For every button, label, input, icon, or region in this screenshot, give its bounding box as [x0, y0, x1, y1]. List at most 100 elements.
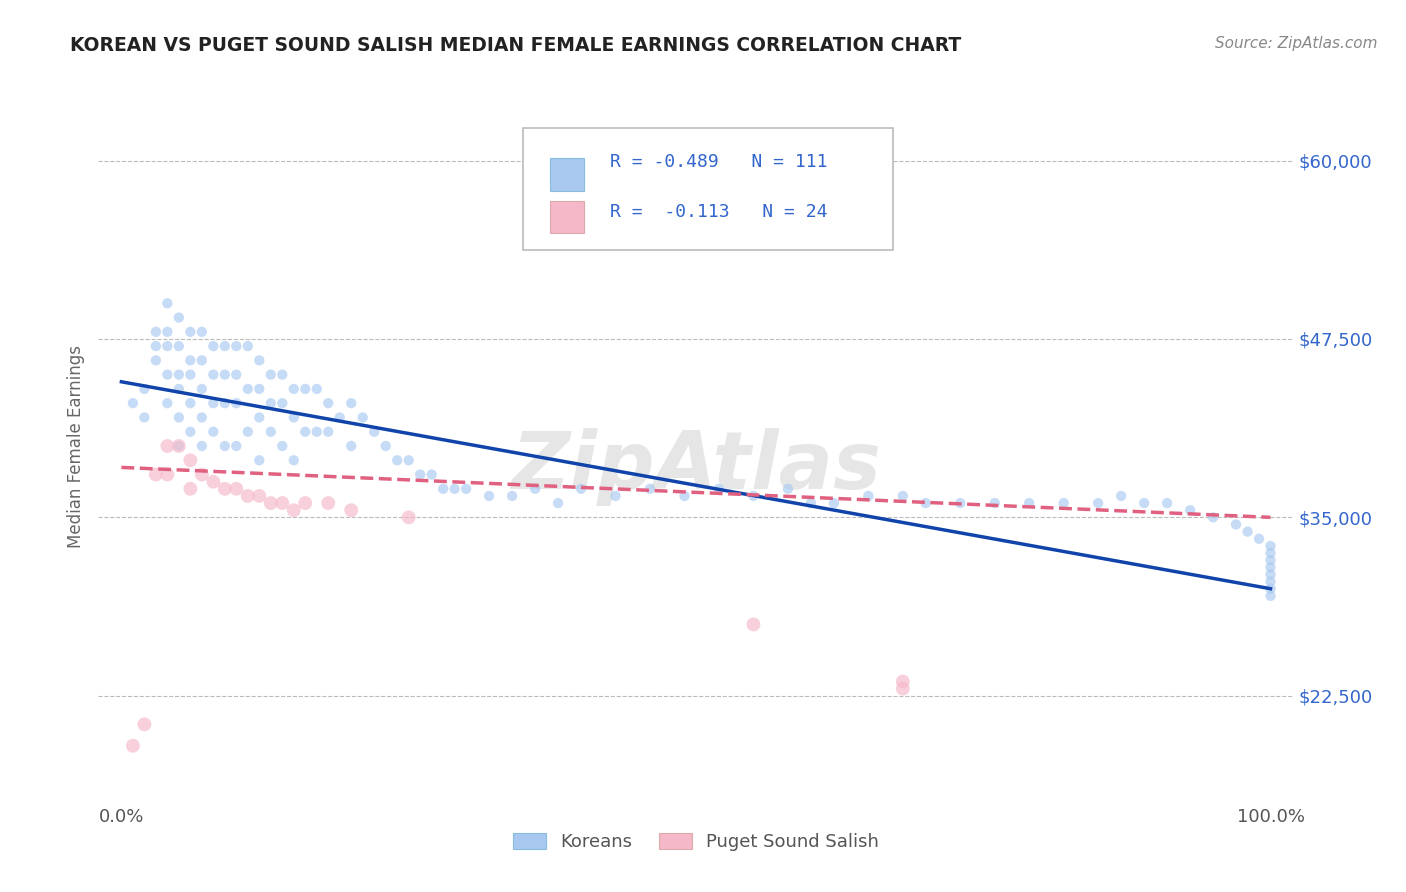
Point — [984, 496, 1007, 510]
Point — [156, 439, 179, 453]
Point — [1260, 574, 1282, 589]
Point — [1260, 560, 1282, 574]
Point — [398, 510, 420, 524]
Point — [247, 489, 270, 503]
Point — [294, 496, 316, 510]
Point — [340, 439, 363, 453]
Text: ZipAtlas: ZipAtlas — [510, 428, 882, 507]
Point — [398, 453, 420, 467]
Bar — [550, 201, 583, 234]
Point — [1178, 503, 1201, 517]
Point — [167, 410, 190, 425]
Point — [214, 439, 236, 453]
Point — [271, 368, 294, 382]
Point — [202, 368, 225, 382]
Point — [409, 467, 432, 482]
Point — [122, 739, 145, 753]
Point — [891, 674, 914, 689]
Point — [179, 368, 201, 382]
Point — [1225, 517, 1247, 532]
Point — [134, 410, 156, 425]
Point — [374, 439, 396, 453]
Point — [305, 382, 328, 396]
Point — [547, 496, 569, 510]
Point — [191, 439, 214, 453]
Point — [1260, 582, 1282, 596]
Point — [247, 382, 270, 396]
Point — [260, 496, 283, 510]
Point — [363, 425, 385, 439]
Point — [1260, 553, 1282, 567]
Point — [1260, 589, 1282, 603]
Point — [156, 368, 179, 382]
Point — [202, 425, 225, 439]
Point — [742, 617, 765, 632]
Point — [283, 453, 305, 467]
Point — [156, 396, 179, 410]
Point — [167, 439, 190, 453]
Point — [202, 475, 225, 489]
Text: Source: ZipAtlas.com: Source: ZipAtlas.com — [1215, 36, 1378, 51]
Point — [145, 467, 167, 482]
Point — [179, 453, 201, 467]
Point — [1109, 489, 1132, 503]
Point — [1053, 496, 1076, 510]
Point — [247, 453, 270, 467]
Point — [156, 339, 179, 353]
Point — [949, 496, 972, 510]
Point — [145, 325, 167, 339]
Point — [316, 496, 339, 510]
Point — [271, 496, 294, 510]
Point — [167, 310, 190, 325]
Point — [1202, 510, 1225, 524]
Point — [294, 382, 316, 396]
Point — [156, 467, 179, 482]
Point — [214, 339, 236, 353]
Point — [271, 396, 294, 410]
Point — [156, 325, 179, 339]
Point — [179, 482, 201, 496]
Point — [1260, 539, 1282, 553]
Point — [225, 339, 247, 353]
Point — [191, 467, 214, 482]
Point — [214, 368, 236, 382]
Point — [329, 410, 352, 425]
Point — [191, 353, 214, 368]
Point — [236, 489, 259, 503]
Point — [122, 396, 145, 410]
Point — [134, 382, 156, 396]
Point — [167, 439, 190, 453]
Point — [340, 396, 363, 410]
Text: KOREAN VS PUGET SOUND SALISH MEDIAN FEMALE EARNINGS CORRELATION CHART: KOREAN VS PUGET SOUND SALISH MEDIAN FEMA… — [70, 36, 962, 54]
Point — [742, 489, 765, 503]
Point — [524, 482, 547, 496]
Point — [1260, 567, 1282, 582]
Point — [914, 496, 936, 510]
Point — [1260, 546, 1282, 560]
Point — [638, 482, 661, 496]
Point — [283, 410, 305, 425]
Point — [305, 425, 328, 439]
Point — [247, 353, 270, 368]
Point — [283, 503, 305, 517]
Point — [1087, 496, 1109, 510]
Point — [501, 489, 523, 503]
Point — [225, 482, 247, 496]
Point — [225, 396, 247, 410]
Point — [179, 325, 201, 339]
Point — [214, 396, 236, 410]
Point — [707, 482, 730, 496]
Point — [283, 382, 305, 396]
Point — [800, 496, 823, 510]
Point — [776, 482, 799, 496]
Point — [179, 353, 201, 368]
Point — [385, 453, 409, 467]
Text: R =  -0.113   N = 24: R = -0.113 N = 24 — [610, 203, 827, 221]
Point — [202, 339, 225, 353]
Point — [605, 489, 627, 503]
Point — [167, 368, 190, 382]
Bar — [550, 158, 583, 191]
Point — [134, 717, 156, 731]
Point — [1133, 496, 1156, 510]
Point — [271, 439, 294, 453]
